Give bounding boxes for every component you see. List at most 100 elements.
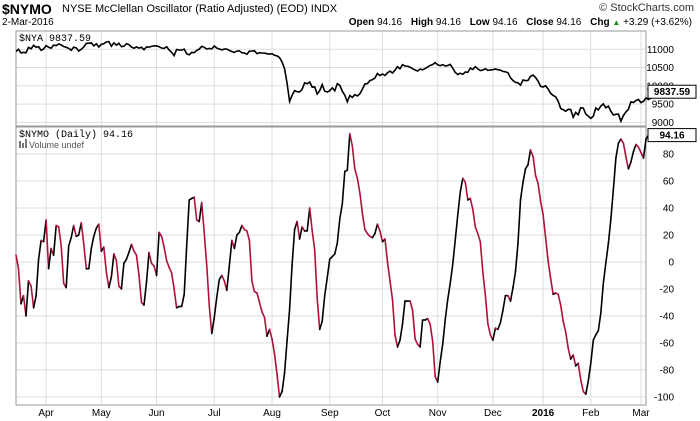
symbol-title: $NYMO <box>2 1 52 17</box>
brand-logo[interactable]: © StockCharts.com <box>599 2 694 14</box>
nymo-series-segment <box>482 271 487 297</box>
nymo-series-segment <box>547 259 552 279</box>
y-tick-label: 9000 <box>652 118 675 129</box>
nymo-series-segment <box>346 132 351 171</box>
volume-icon <box>22 143 24 148</box>
nymo-series-segment <box>479 240 484 274</box>
nymo-series-segment <box>25 279 30 317</box>
open-label: Open <box>348 17 375 28</box>
nymo-series-segment <box>517 199 522 244</box>
x-tick-label: Nov <box>429 408 447 419</box>
nymo-series-segment <box>128 243 133 254</box>
nymo-series-segment <box>268 328 273 340</box>
nymo-series-segment <box>103 246 108 274</box>
nymo-series-segment <box>263 316 268 338</box>
nymo-series-segment <box>27 279 32 288</box>
nymo-series-segment <box>113 253 118 262</box>
nymo-series-segment <box>228 239 233 267</box>
nymo-series-segment <box>514 242 519 273</box>
nymo-series-segment <box>238 224 243 234</box>
nymo-series-segment <box>522 168 527 184</box>
nymo-series-segment <box>419 319 424 348</box>
y-tick-label: 9500 <box>652 100 675 111</box>
volume-label: Volume undef <box>29 140 85 150</box>
nymo-series-segment <box>577 362 582 381</box>
nymo-series-segment <box>351 145 356 170</box>
nymo-series-segment <box>338 203 344 220</box>
nymo-series-segment <box>241 224 246 231</box>
nymo-series-segment <box>105 271 110 289</box>
nymo-series-segment <box>584 379 590 396</box>
y-tick-label: 80 <box>663 149 675 160</box>
nymo-series-segment <box>135 254 140 277</box>
nymo-series-segment <box>70 224 75 239</box>
nymo-series-segment <box>471 208 477 228</box>
y-tick-label: 20 <box>663 230 675 241</box>
nymo-series-segment <box>509 286 514 302</box>
nymo-series-segment <box>359 192 364 215</box>
nymo-series-segment <box>308 207 314 232</box>
nymo-series-segment <box>211 316 216 335</box>
nymo-series-segment <box>436 360 442 383</box>
nymo-series-segment <box>80 222 85 246</box>
nymo-series-segment <box>549 277 554 296</box>
nymo-series-segment <box>183 245 188 296</box>
nymo-series-segment <box>226 265 231 292</box>
nymo-series-segment <box>30 285 35 309</box>
x-tick-label: Apr <box>38 408 54 419</box>
nymo-series-segment <box>519 181 524 201</box>
last-value-badge <box>647 84 697 99</box>
nymo-series-segment <box>298 226 303 240</box>
nymo-series-segment <box>622 142 627 158</box>
nymo-series-segment <box>456 191 462 216</box>
nymo-series-segment <box>37 239 42 261</box>
nymo-series-segment <box>592 333 597 342</box>
nymo-series-segment <box>52 224 58 256</box>
x-tick-label: Aug <box>263 408 281 419</box>
nymo-series-segment <box>451 239 457 266</box>
nymo-series-segment <box>630 150 635 163</box>
nymo-series-segment <box>469 197 474 211</box>
nymo-series-segment <box>32 294 37 309</box>
nymo-series-segment <box>562 320 567 333</box>
nymo-series-segment <box>612 157 617 190</box>
nymo-series-segment <box>529 149 534 158</box>
nymo-series-segment <box>396 339 401 348</box>
nymo-series-segment <box>213 296 218 319</box>
nymo-series-segment <box>318 320 324 331</box>
nymo-series-segment <box>604 242 610 265</box>
nymo-series-segment <box>321 294 326 323</box>
nymo-series-segment <box>65 245 70 289</box>
nymo-series-segment <box>464 181 469 201</box>
nymo-series-segment <box>632 143 637 153</box>
nymo-series-segment <box>216 278 221 298</box>
nymo-series-segment <box>353 168 359 180</box>
nymo-series-segment <box>47 247 52 270</box>
last-value-badge <box>647 128 697 143</box>
x-tick-label: May <box>92 408 111 419</box>
nymo-series-segment <box>155 231 160 277</box>
nymo-series-segment <box>348 132 354 147</box>
nymo-series-segment <box>502 294 507 312</box>
nya-panel: 90009500100001050011000$NYA 9837.599837.… <box>15 30 697 129</box>
nymo-series-segment <box>333 242 339 255</box>
nymo-series-segment <box>163 246 168 262</box>
nymo-series-segment <box>138 274 143 304</box>
nymo-series-segment <box>602 262 607 285</box>
nymo-series-segment <box>544 236 549 262</box>
nymo-series-segment <box>391 298 396 336</box>
nymo-series-segment <box>208 305 213 335</box>
nymo-series-segment <box>311 230 316 251</box>
nymo-series-segment <box>414 338 419 346</box>
quote-date: 2-Mar-2016 <box>2 17 54 28</box>
nymo-series-segment <box>341 170 346 205</box>
nymo-series-segment <box>579 378 585 393</box>
low-value: 94.16 <box>492 17 518 28</box>
y-tick-label: 60 <box>663 176 675 187</box>
nymo-series-segment <box>200 201 205 234</box>
nymo-series-segment <box>487 323 492 336</box>
nymo-series-segment <box>534 174 539 185</box>
nymo-series-segment <box>206 265 211 308</box>
nymo-series-segment <box>610 188 615 220</box>
